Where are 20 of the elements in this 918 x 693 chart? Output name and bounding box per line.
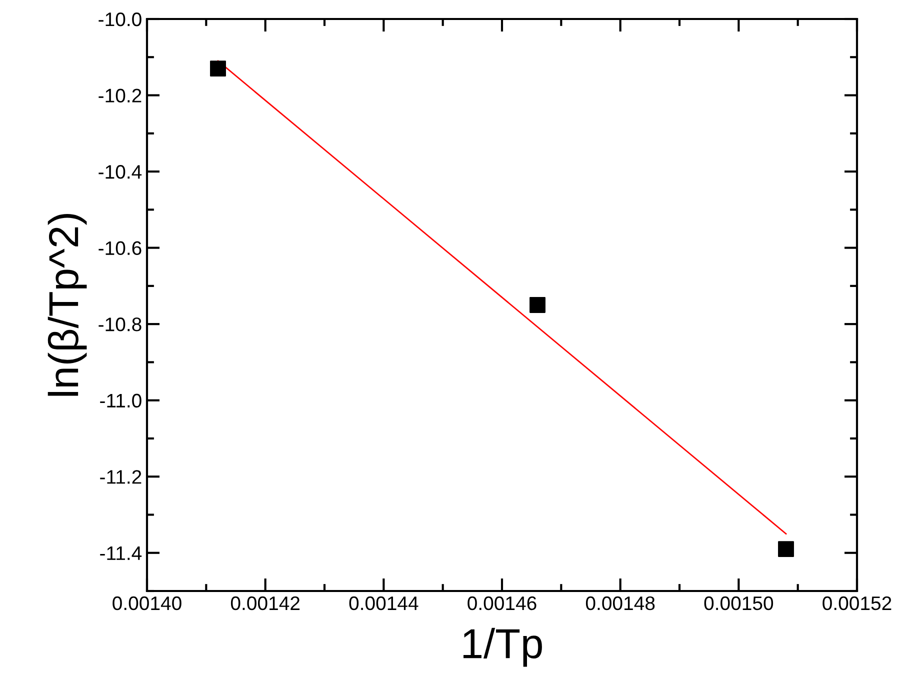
y-tick-label: -10.6 <box>98 241 142 256</box>
x-axis-title: 1/Tp <box>463 628 542 667</box>
y-tick-label: -10.2 <box>98 88 142 103</box>
y-tick-label: -10.0 <box>98 12 142 26</box>
y-tick-label: -11.0 <box>100 394 142 408</box>
x-tick-label: 0.00140 <box>112 596 182 610</box>
point <box>778 541 794 558</box>
x-tick-label: 0.00152 <box>822 596 892 610</box>
x-tick-label: 0.00146 <box>468 596 536 610</box>
point <box>210 60 226 77</box>
y-tick-label: -11.4 <box>100 546 142 560</box>
point <box>530 297 546 313</box>
x-tick-label: 0.00144 <box>349 596 418 610</box>
y-tick-label: -11.2 <box>100 470 142 484</box>
x-tick-label: 0.00142 <box>230 596 300 610</box>
y-tick-label: -10.4 <box>98 165 142 179</box>
x-tick-label: 0.00150 <box>704 596 774 610</box>
x-tick-label: 0.00148 <box>586 596 655 610</box>
y-axis-title: ln(β/Tp^2) <box>48 214 87 396</box>
y-tick-label: -10.8 <box>98 318 142 332</box>
